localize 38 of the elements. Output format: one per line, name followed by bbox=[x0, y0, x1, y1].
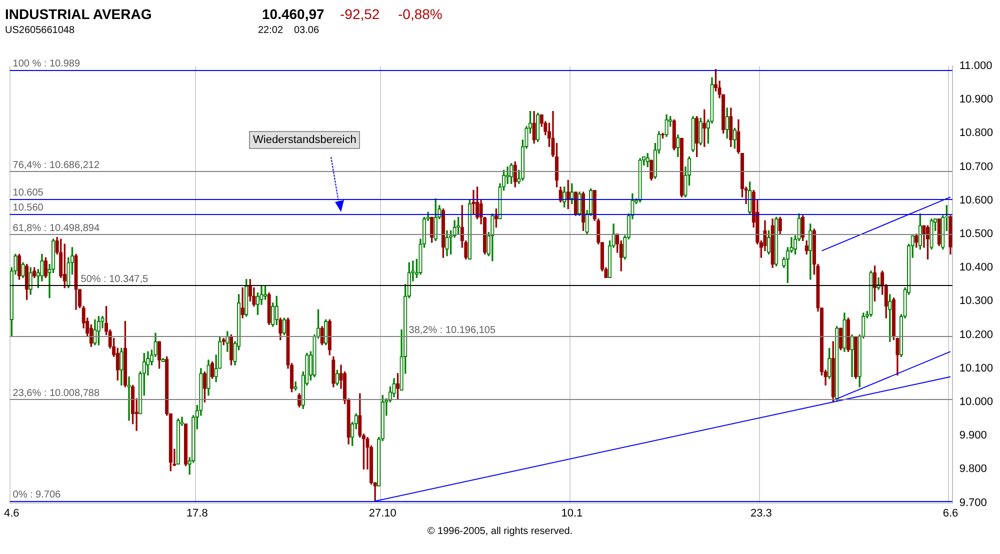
annotation: Wiederstandsbereich bbox=[249, 131, 360, 149]
y-tick-label: 10.400 bbox=[959, 262, 994, 274]
y-tick-label: 9.900 bbox=[959, 430, 987, 442]
y-tick-label: 10.800 bbox=[959, 127, 994, 140]
ref-line-label: 10.605 bbox=[12, 187, 44, 198]
ref-line-label: 100 % : 10.989 bbox=[12, 58, 80, 70]
ref-line-label: 61,8% : 10.498,894 bbox=[12, 223, 100, 234]
chart-title: INDUSTRIAL AVERAG bbox=[5, 6, 152, 22]
x-tick-label: 6.6 bbox=[942, 507, 958, 520]
y-tick-label: 11.000 bbox=[959, 60, 992, 72]
x-tick-label: 4.6 bbox=[4, 507, 20, 520]
y-tick-label: 9.800 bbox=[959, 463, 987, 476]
y-tick-label: 10.600 bbox=[959, 194, 994, 206]
ref-line-label: 0% : 9.706 bbox=[12, 490, 62, 501]
y-tick-label: 10.700 bbox=[959, 160, 994, 173]
ref-line-label: 76,4% : 10.686,212 bbox=[12, 160, 100, 172]
y-tick-label: 10.900 bbox=[959, 94, 994, 106]
ref-line-label: 23,6% : 10.008,788 bbox=[12, 388, 100, 399]
text: -0,88% bbox=[398, 6, 442, 22]
ref-line-label: 10.560 bbox=[12, 202, 44, 214]
text: -92,52 bbox=[340, 6, 380, 22]
y-tick-label: 10.000 bbox=[959, 396, 994, 408]
ref-line-label: 38,2% : 10.196,105 bbox=[408, 324, 496, 336]
x-tick-label: 27.10 bbox=[368, 507, 396, 520]
ref-line-label: 50% : 10.347,5 bbox=[80, 274, 148, 285]
x-tick-label: 10.1 bbox=[561, 507, 583, 520]
y-tick-label: 10.200 bbox=[959, 328, 994, 341]
chart-subtitle: US2605661048 bbox=[5, 25, 75, 36]
text: 10.460,97 bbox=[262, 6, 324, 22]
text: 03.06 bbox=[294, 25, 320, 36]
x-tick-label: 17.8 bbox=[186, 507, 208, 520]
y-tick-label: 9.700 bbox=[959, 496, 987, 509]
y-tick-label: 10.300 bbox=[959, 295, 994, 308]
text: 22:02 bbox=[258, 25, 284, 36]
y-tick-label: 10.100 bbox=[959, 362, 994, 374]
text: © 1996-2005, all rights reserved. bbox=[426, 526, 574, 537]
x-tick-label: 23.3 bbox=[750, 507, 772, 520]
y-tick-label: 10.500 bbox=[959, 228, 994, 240]
